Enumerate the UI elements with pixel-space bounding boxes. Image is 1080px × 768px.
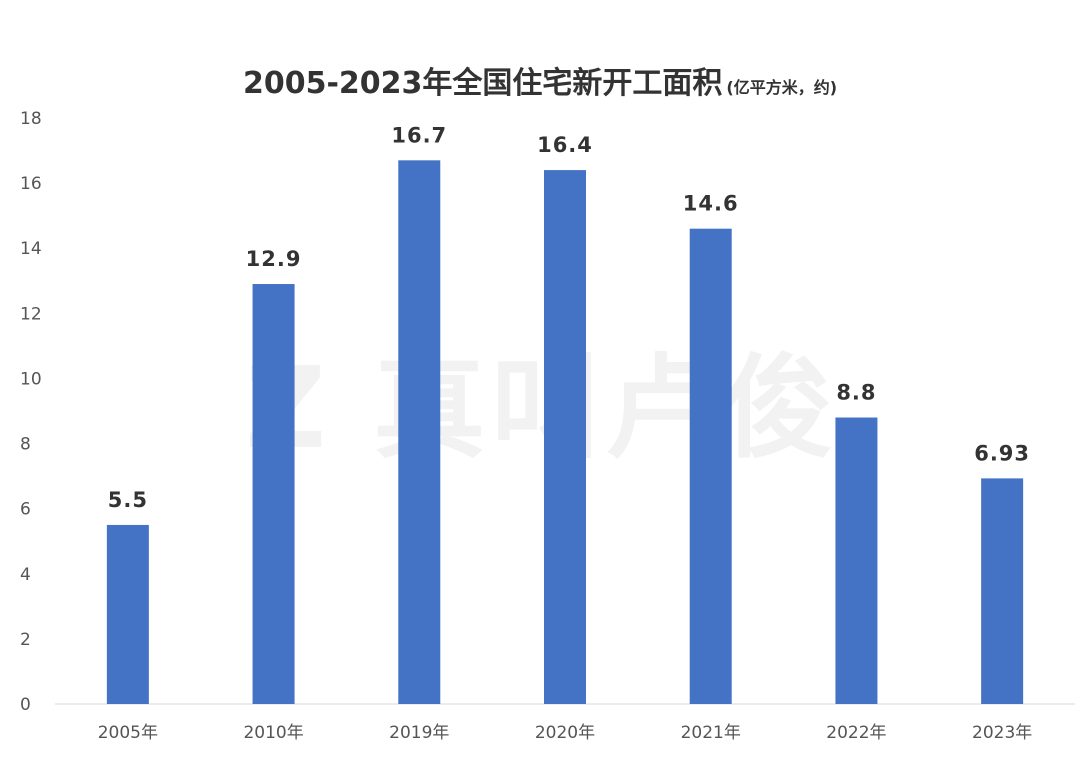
data-label: 16.7 — [391, 123, 447, 147]
y-tick-label: 18 — [20, 109, 42, 129]
x-category-label: 2019年 — [389, 723, 449, 743]
y-tick-label: 10 — [20, 369, 42, 389]
bar — [252, 284, 295, 704]
chart-title: 2005-2023年全国住宅新开工面积 (亿平方米，约) — [0, 58, 1080, 102]
x-category-label: 2010年 — [243, 723, 303, 743]
data-label: 6.93 — [974, 441, 1030, 465]
y-tick-label: 2 — [20, 630, 31, 650]
data-label: 8.8 — [836, 381, 876, 405]
y-tick-label: 12 — [20, 304, 42, 324]
x-category-label: 2023年 — [972, 723, 1032, 743]
bar — [398, 160, 441, 705]
data-label: 14.6 — [683, 192, 739, 216]
x-category-label: 2022年 — [826, 723, 886, 743]
y-tick-label: 4 — [20, 565, 31, 585]
y-tick-label: 8 — [20, 435, 31, 455]
x-category-label: 2020年 — [535, 723, 595, 743]
bar — [981, 478, 1024, 704]
bar — [835, 417, 878, 704]
x-category-label: 2021年 — [681, 723, 741, 743]
data-label: 12.9 — [246, 247, 302, 271]
bar — [689, 228, 732, 704]
y-tick-label: 14 — [20, 239, 42, 259]
y-tick-label: 6 — [20, 500, 31, 520]
bar — [544, 170, 586, 705]
y-tick-label: 0 — [20, 695, 31, 715]
chart-subtitle: (亿平方米，约) — [726, 78, 838, 97]
data-label: 16.4 — [537, 133, 593, 157]
chart-title-main: 2005-2023年全国住宅新开工面积 — [242, 66, 723, 101]
data-label: 5.5 — [108, 488, 148, 512]
y-tick-label: 16 — [20, 174, 42, 194]
x-category-label: 2005年 — [98, 723, 158, 743]
bar — [106, 524, 149, 704]
